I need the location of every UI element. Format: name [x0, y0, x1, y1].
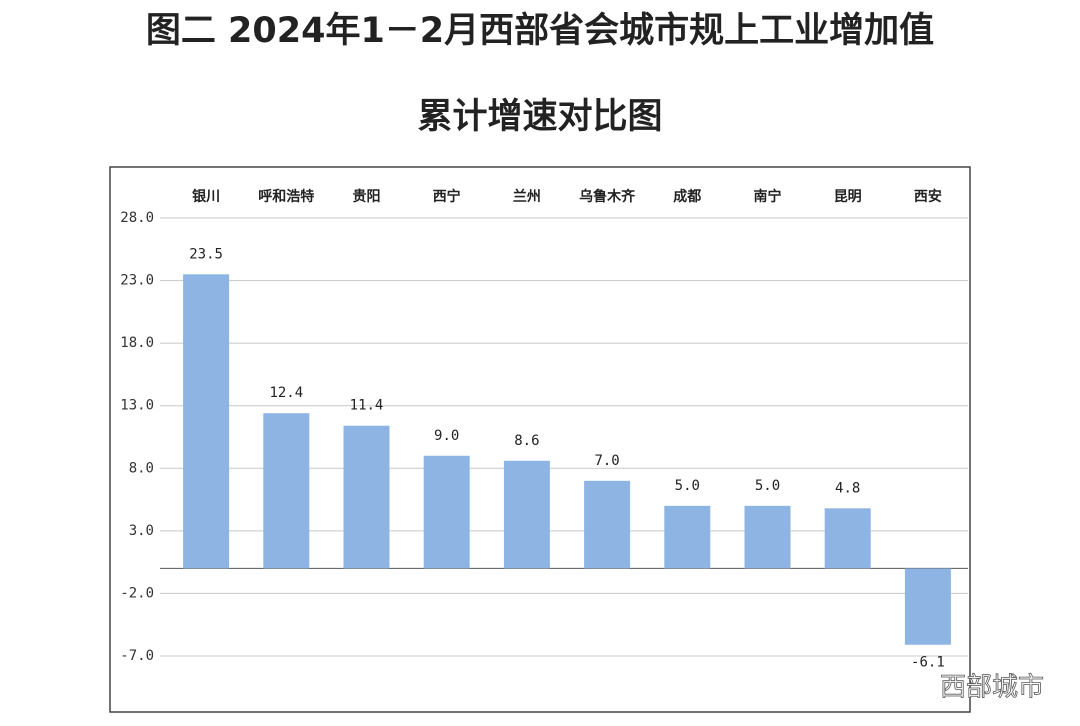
y-tick-label: 13.0	[120, 398, 154, 414]
y-tick-label: 18.0	[120, 335, 154, 351]
chart-title: 图二 2024年1－2月西部省会城市规上工业增加值	[146, 11, 934, 51]
value-label: 9.0	[434, 428, 459, 444]
value-label: 12.4	[269, 385, 303, 401]
x-tick-label: 西宁	[433, 188, 461, 205]
bar	[824, 508, 871, 569]
bar	[584, 480, 631, 569]
bar	[343, 425, 390, 569]
value-label: 7.0	[594, 453, 619, 469]
value-label: 11.4	[350, 398, 384, 414]
bar	[423, 455, 470, 569]
plot-frame	[109, 166, 971, 713]
x-tick-label: 乌鲁木齐	[579, 188, 636, 205]
y-tick-label: -7.0	[120, 648, 154, 664]
x-tick-label: 西安	[914, 188, 942, 205]
value-label: 5.0	[675, 478, 700, 494]
bar	[183, 274, 230, 569]
bar	[744, 505, 791, 569]
x-tick-label: 贵阳	[353, 188, 381, 205]
bar	[263, 413, 310, 569]
x-tick-label: 南宁	[754, 188, 782, 205]
y-tick-label: 23.0	[120, 273, 154, 289]
bar	[904, 568, 951, 645]
x-tick-label: 呼和浩特	[258, 188, 314, 205]
x-tick-label: 成都	[673, 188, 701, 205]
x-tick-label: 银川	[192, 188, 220, 205]
x-tick-label: 昆明	[834, 189, 862, 205]
y-tick-label: 3.0	[129, 523, 154, 539]
y-tick-label: 28.0	[120, 210, 154, 226]
x-tick-label: 兰州	[513, 188, 541, 205]
chart-subtitle: 累计增速对比图	[417, 97, 662, 137]
bar	[503, 460, 550, 569]
y-tick-label: 8.0	[129, 460, 154, 476]
watermark: 西部城市	[940, 673, 1044, 703]
value-label: -6.1	[911, 655, 945, 671]
value-label: 4.8	[835, 480, 860, 496]
bar	[664, 505, 711, 569]
value-label: 23.5	[189, 246, 223, 262]
value-label: 5.0	[755, 478, 780, 494]
value-label: 8.6	[514, 433, 539, 449]
y-tick-label: -2.0	[120, 585, 154, 601]
